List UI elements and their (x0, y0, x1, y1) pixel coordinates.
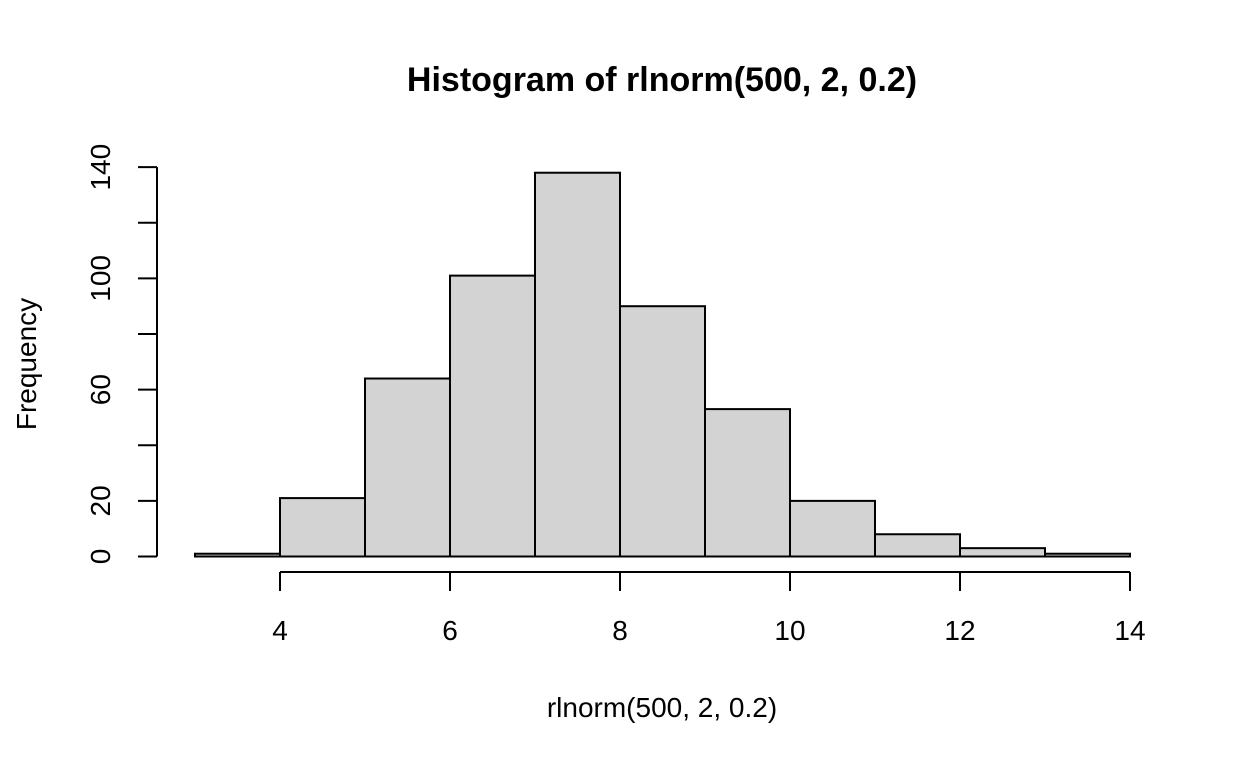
y-tick-label-100: 100 (85, 255, 116, 302)
histogram-bar-2 (279, 497, 366, 558)
y-tick-label-0: 0 (85, 549, 116, 565)
x-axis: 4 6 8 10 12 14 (272, 571, 1146, 646)
histogram-bar-5 (534, 171, 621, 558)
y-axis: 0 20 60 100 140 (85, 144, 158, 565)
histogram-bar-6 (619, 305, 706, 558)
chart-title: Histogram of rlnorm(500, 2, 0.2) (407, 61, 917, 99)
y-tick-label-20: 20 (85, 485, 116, 516)
x-tick-label-8: 8 (612, 615, 628, 646)
histogram-bar-7 (704, 408, 791, 558)
y-axis-label: Frequency (11, 298, 42, 430)
histogram-bar-3 (364, 377, 451, 558)
histogram-bar-9 (874, 533, 961, 558)
x-axis-label: rlnorm(500, 2, 0.2) (547, 692, 777, 723)
y-tick-label-60: 60 (85, 374, 116, 405)
bars-group (194, 171, 1131, 558)
x-tick-label-12: 12 (944, 615, 975, 646)
histogram-bar-4 (449, 274, 536, 558)
x-tick-label-14: 14 (1114, 615, 1145, 646)
x-tick-label-4: 4 (272, 615, 288, 646)
histogram-bar-1 (194, 552, 281, 558)
y-tick-label-140: 140 (85, 144, 116, 191)
x-tick-label-6: 6 (442, 615, 458, 646)
histogram-bar-11 (1044, 552, 1131, 558)
x-tick-label-10: 10 (774, 615, 805, 646)
histogram-bar-8 (789, 499, 876, 558)
histogram-bar-10 (959, 547, 1046, 558)
